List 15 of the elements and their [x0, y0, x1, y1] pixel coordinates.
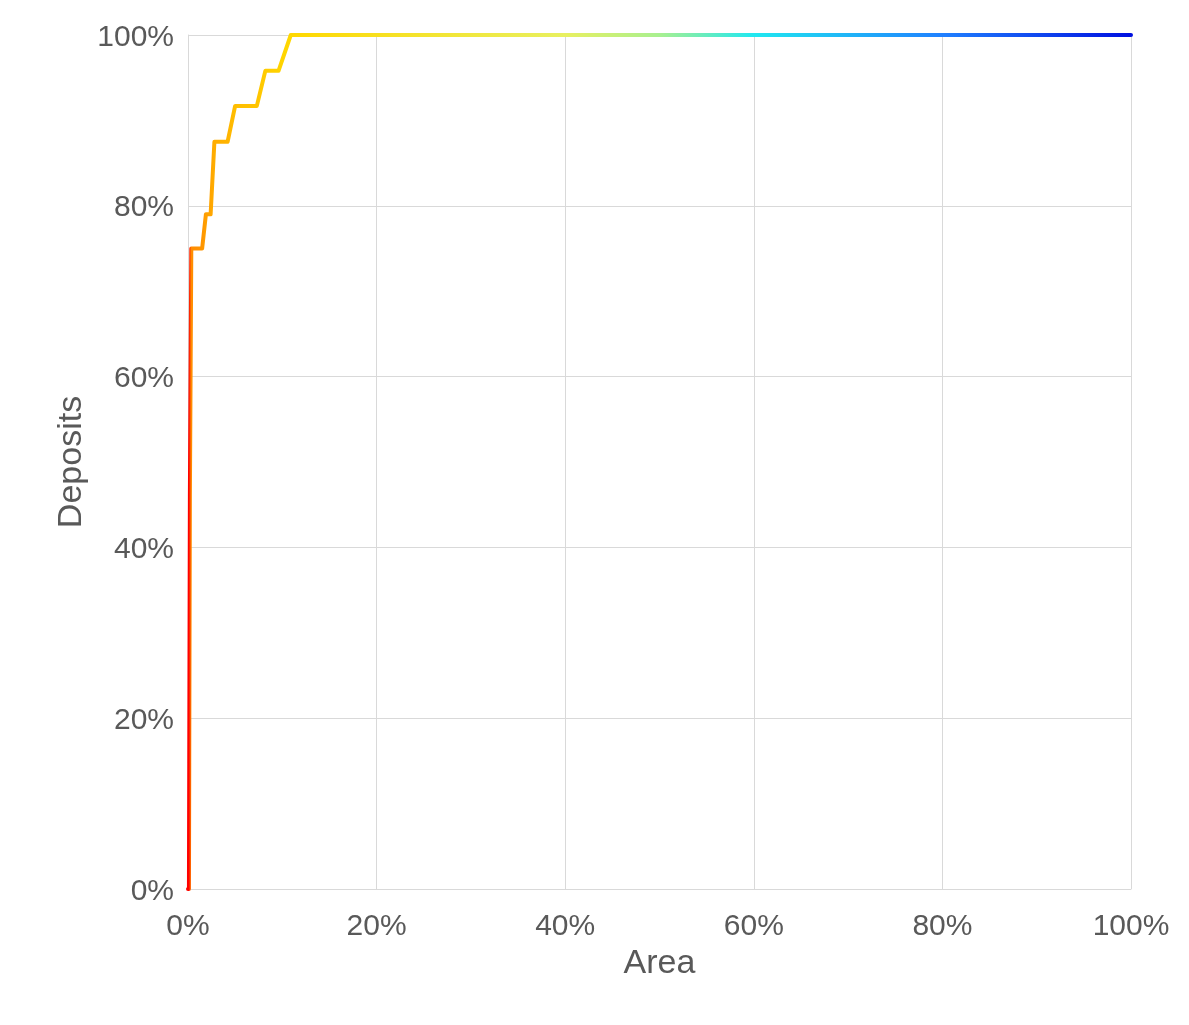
- line-series: [186, 33, 1133, 891]
- y-tick-label: 0%: [130, 872, 174, 906]
- x-tick-label: 20%: [346, 907, 407, 941]
- x-tick-label: 0%: [166, 907, 210, 941]
- y-tick-label: 80%: [113, 189, 174, 223]
- y-tick-label: 100%: [97, 18, 174, 52]
- x-axis-title: Area: [623, 941, 696, 980]
- y-tick-label: 20%: [113, 701, 174, 735]
- y-tick-label: 40%: [113, 530, 174, 564]
- x-tick-label: 100%: [1092, 907, 1170, 941]
- x-tick-label: 40%: [535, 907, 596, 941]
- y-axis-title: Deposits: [50, 395, 89, 529]
- y-tick-label: 60%: [113, 360, 174, 394]
- x-tick-label: 80%: [912, 907, 973, 941]
- x-tick-label: 60%: [723, 907, 784, 941]
